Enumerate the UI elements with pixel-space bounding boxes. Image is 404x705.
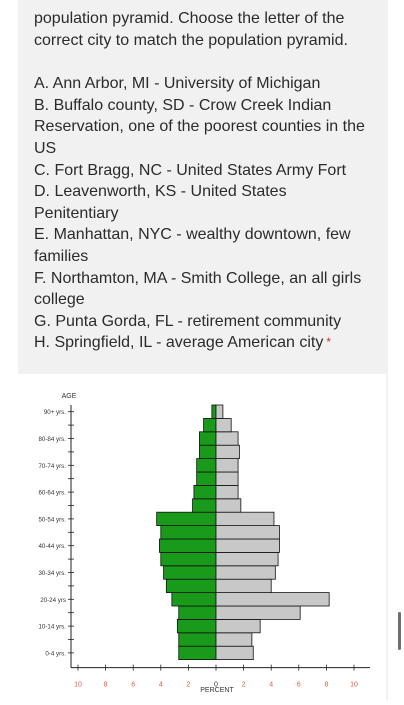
- female-bar-25-29: [215, 578, 272, 593]
- option-d: D. Leavenworth, KS - United States Penit…: [34, 183, 287, 222]
- required-marker: *: [326, 335, 331, 350]
- option-e: E. Manhattan, NYC - wealthy downtown, fe…: [34, 226, 351, 265]
- male-bar-30-34: [163, 565, 217, 580]
- male-bar-20-24: [171, 592, 217, 607]
- female-bar-35-39: [215, 551, 279, 567]
- female-bar-50-54: [215, 511, 275, 526]
- male-bar-0-4: [178, 645, 217, 661]
- age-tick-label: 80-84 yrs.: [38, 436, 66, 443]
- female-bar-80-84: [215, 431, 239, 446]
- age-tick-label: 90+ yrs.: [44, 409, 66, 416]
- percent-tick-label: 4: [269, 682, 273, 689]
- option-f: F. Northamton, MA - Smith College, an al…: [34, 269, 362, 309]
- x-axis-label: PERCENT: [200, 687, 234, 694]
- age-tick-label: 50-54 yrs.: [38, 516, 66, 523]
- female-bar-70-74: [215, 458, 239, 473]
- female-bar-20-24: [215, 592, 330, 607]
- percent-tick-label: 2: [186, 682, 190, 689]
- option-g: G. Punta Gorda, FL - retirement communit…: [34, 312, 342, 330]
- female-bar-5-9: [215, 632, 253, 647]
- age-tick-label: 40-44 yrs.: [38, 543, 66, 550]
- female-bar-60-64: [215, 485, 239, 500]
- male-bar-40-44: [159, 538, 217, 553]
- male-bar-5-9: [178, 632, 217, 647]
- population-pyramid-figure: AGE PERCENT 90+ yrs. 80-84 yrs. 70-74 yrs.…: [18, 374, 386, 700]
- male-bar-90+: [211, 404, 217, 419]
- female-bar-30-34: [215, 565, 276, 580]
- male-bar-80-84: [199, 431, 217, 446]
- male-bar-65-69: [196, 471, 217, 486]
- option-c: C. Fort Bragg, NC - United States Army F…: [34, 161, 347, 179]
- male-bar-70-74: [196, 458, 217, 473]
- female-bar-45-49: [215, 525, 280, 540]
- female-bar-55-59: [215, 498, 242, 513]
- age-tick-label: 60-64 yrs.: [38, 490, 66, 497]
- male-bar-10-14: [176, 618, 217, 634]
- percent-tick-label: 8: [324, 682, 328, 689]
- male-bar-25-29: [165, 578, 217, 593]
- percent-tick-label: 10: [74, 682, 82, 689]
- female-bar-40-44: [215, 538, 280, 553]
- question-text: population pyramid. Choose the letter of…: [34, 8, 374, 354]
- option-b: B. Buffalo county, SD - Crow Creek India…: [34, 96, 365, 157]
- percent-tick-label: 10: [350, 682, 358, 689]
- male-bar-60-64: [193, 485, 217, 500]
- male-bar-45-49: [160, 525, 217, 540]
- question-intro: population pyramid. Choose the letter of…: [34, 10, 348, 49]
- female-bar-65-69: [215, 471, 239, 486]
- male-bar-85-89: [203, 418, 217, 433]
- male-bar-50-54: [156, 511, 217, 526]
- percent-tick-label: 8: [104, 682, 108, 689]
- female-bar-15-19: [215, 605, 301, 620]
- female-bar-85-89: [215, 418, 232, 433]
- male-bar-35-39: [160, 551, 217, 567]
- population-pyramid-chart: AGE PERCENT 90+ yrs. 80-84 yrs. 70-74 yrs.…: [38, 393, 370, 694]
- y-axis-label: AGE: [62, 393, 77, 400]
- option-h: H. Springfield, IL - average American ci…: [34, 334, 324, 352]
- age-tick-label: 30-34 yrs.: [38, 570, 66, 577]
- female-bar-75-79: [215, 444, 240, 459]
- age-tick-label: 0-4 yrs.: [45, 650, 66, 657]
- percent-tick-label: 0: [214, 682, 218, 689]
- age-tick-label: 70-74 yrs.: [38, 463, 66, 470]
- age-tick-label: 20-24 yrs: [40, 597, 66, 604]
- percent-tick-label: 4: [159, 682, 163, 689]
- female-bar-10-14: [215, 618, 261, 634]
- percent-tick-label: 6: [131, 682, 135, 689]
- male-bar-55-59: [192, 498, 217, 513]
- option-a: A. Ann Arbor, MI - University of Michiga…: [34, 75, 321, 93]
- scrollbar-thumb[interactable]: [398, 612, 401, 650]
- male-bar-15-19: [178, 605, 217, 620]
- female-bar-90+: [215, 404, 224, 419]
- age-tick-label: 10-14 yrs.: [38, 624, 66, 631]
- male-bar-75-79: [199, 444, 217, 459]
- percent-tick-label: 2: [242, 682, 246, 689]
- female-bar-0-4: [215, 645, 254, 661]
- percent-tick-label: 6: [297, 682, 301, 689]
